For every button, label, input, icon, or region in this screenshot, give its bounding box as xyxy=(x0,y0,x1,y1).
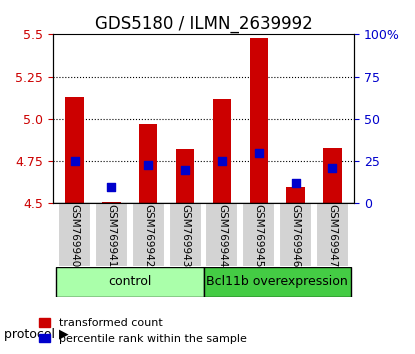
Text: GSM769940: GSM769940 xyxy=(70,204,80,267)
FancyBboxPatch shape xyxy=(242,204,275,267)
Point xyxy=(145,162,151,167)
Text: GSM769942: GSM769942 xyxy=(143,204,153,267)
Text: GSM769941: GSM769941 xyxy=(107,204,117,267)
Legend: transformed count, percentile rank within the sample: transformed count, percentile rank withi… xyxy=(34,314,251,348)
Point xyxy=(255,150,262,155)
FancyBboxPatch shape xyxy=(56,267,203,297)
Point xyxy=(71,158,78,164)
Point xyxy=(108,184,115,189)
FancyBboxPatch shape xyxy=(316,204,349,267)
Bar xyxy=(286,187,305,204)
Point xyxy=(292,180,299,186)
Bar xyxy=(176,149,194,204)
Text: protocol ▶: protocol ▶ xyxy=(4,328,69,341)
FancyBboxPatch shape xyxy=(205,204,239,267)
Bar xyxy=(139,124,158,204)
Text: Bcl11b overexpression: Bcl11b overexpression xyxy=(206,275,348,288)
FancyBboxPatch shape xyxy=(168,204,202,267)
Text: GSM769946: GSM769946 xyxy=(290,204,300,267)
Text: GSM769945: GSM769945 xyxy=(254,204,264,267)
FancyBboxPatch shape xyxy=(58,204,91,267)
Point xyxy=(182,167,188,172)
Bar xyxy=(249,38,268,204)
FancyBboxPatch shape xyxy=(203,267,351,297)
Text: GSM769943: GSM769943 xyxy=(180,204,190,267)
Point xyxy=(219,158,225,164)
Bar xyxy=(102,202,121,204)
FancyBboxPatch shape xyxy=(95,204,128,267)
Bar xyxy=(213,98,231,204)
Title: GDS5180 / ILMN_2639992: GDS5180 / ILMN_2639992 xyxy=(95,15,312,33)
Bar xyxy=(323,148,342,204)
Point xyxy=(329,165,336,171)
Bar xyxy=(66,97,84,204)
Text: GSM769947: GSM769947 xyxy=(327,204,337,267)
Text: GSM769944: GSM769944 xyxy=(217,204,227,267)
FancyBboxPatch shape xyxy=(279,204,312,267)
FancyBboxPatch shape xyxy=(132,204,165,267)
Text: control: control xyxy=(108,275,151,288)
